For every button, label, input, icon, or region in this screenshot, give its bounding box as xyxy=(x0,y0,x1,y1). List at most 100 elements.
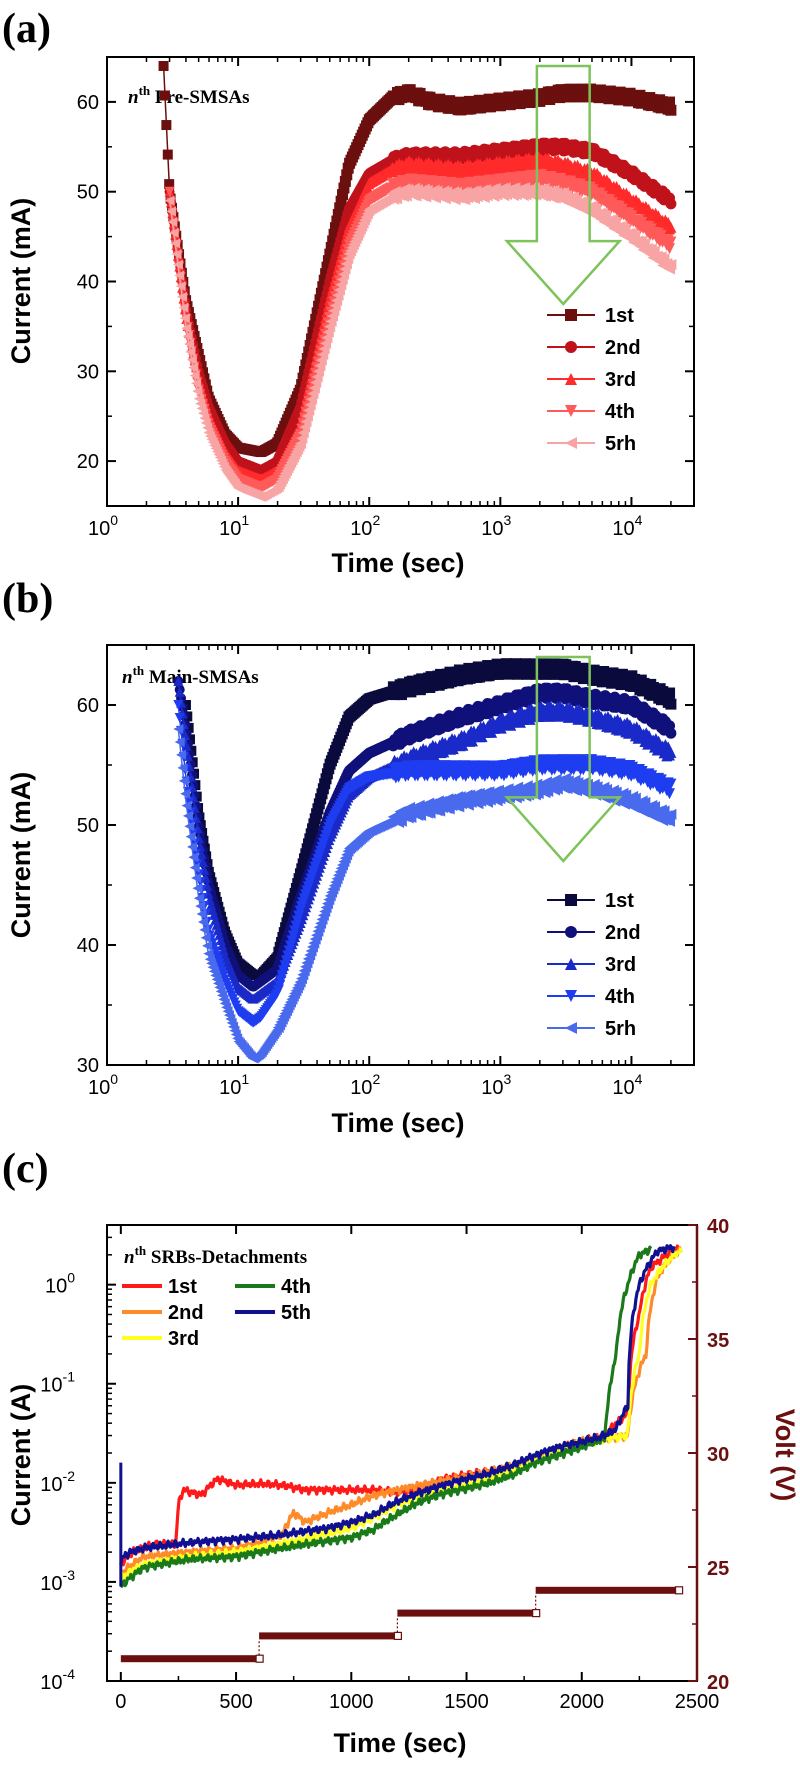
data-point xyxy=(186,354,197,365)
y-tick-label: 50 xyxy=(77,182,99,204)
legend-label: 1st xyxy=(168,1276,197,1298)
panel-c-ylabel-right: Volt (V) xyxy=(770,1409,800,1501)
down-arrow-shape xyxy=(504,655,623,863)
series-line xyxy=(119,1245,653,1588)
series-5rh xyxy=(164,182,677,502)
data-point xyxy=(177,291,188,302)
x-tick-label: 103 xyxy=(481,1071,511,1099)
y-tick-label: 60 xyxy=(77,695,99,717)
data-point xyxy=(165,206,176,217)
panel-a-series xyxy=(158,60,677,502)
legend-marker xyxy=(565,373,577,385)
legend-label: 3rd xyxy=(605,369,636,391)
data-point xyxy=(181,323,192,334)
data-point xyxy=(164,186,175,197)
data-point xyxy=(665,104,677,116)
data-point xyxy=(197,856,208,867)
legend-marker xyxy=(565,894,577,906)
data-point xyxy=(195,901,206,912)
data-point xyxy=(167,217,178,228)
data-point xyxy=(324,248,336,260)
x-tick-label-exp: 4 xyxy=(635,512,643,528)
data-point xyxy=(665,221,677,233)
data-point xyxy=(196,849,207,860)
legend-marker xyxy=(565,405,577,417)
data-point xyxy=(178,302,189,313)
panel-b-label: (b) xyxy=(2,576,53,622)
panel-b-title-rest: Main-SMSAs xyxy=(144,667,259,688)
x-tick-label: 102 xyxy=(350,512,380,540)
series-line xyxy=(119,1246,683,1578)
voltage-step xyxy=(259,1616,402,1641)
y-tick-label-exp: -3 xyxy=(63,1567,76,1583)
legend-marker xyxy=(565,309,577,321)
data-point xyxy=(191,872,202,883)
data-point xyxy=(173,676,184,686)
series-3rd xyxy=(119,1247,683,1581)
data-point xyxy=(665,198,677,210)
data-point xyxy=(178,775,189,786)
x-tick-label: 101 xyxy=(219,1071,249,1099)
panel-a-label: (a) xyxy=(2,6,51,52)
data-point xyxy=(308,320,320,332)
x-tick-label: 100 xyxy=(88,1071,118,1099)
panel-c-title-rest: SRBs-Detachments xyxy=(146,1247,307,1268)
data-point xyxy=(183,722,194,733)
y-tick-label-base: 10 xyxy=(40,1672,62,1694)
data-point xyxy=(322,255,334,267)
data-point xyxy=(313,300,325,312)
series-line xyxy=(119,1247,683,1581)
data-point xyxy=(338,182,350,194)
series-2nd xyxy=(173,676,677,992)
data-point xyxy=(171,249,182,260)
data-point xyxy=(339,175,351,187)
voltage-step xyxy=(397,1593,541,1618)
data-point xyxy=(192,386,203,397)
y-tick-label-exp: 0 xyxy=(67,1270,75,1286)
x-tick-label: 100 xyxy=(88,512,118,540)
data-point xyxy=(181,740,192,751)
panel-b-plot-frame xyxy=(106,644,695,1066)
x-tick-label: 1000 xyxy=(329,1691,374,1713)
data-point xyxy=(161,120,172,131)
y-tick-label: 40 xyxy=(77,935,99,957)
data-point xyxy=(200,932,211,943)
legend-label: 1st xyxy=(605,890,634,912)
series-line xyxy=(168,177,672,489)
y-right-tick-label: 35 xyxy=(707,1330,729,1352)
data-point xyxy=(665,259,677,271)
legend-label: 2nd xyxy=(605,337,641,359)
x-tick-label: 2500 xyxy=(675,1691,720,1713)
x-tick-label-base: 10 xyxy=(350,1077,372,1099)
data-point xyxy=(327,235,339,247)
series-1st xyxy=(119,1244,683,1567)
panel-c-voltage-steps xyxy=(120,1586,684,1663)
x-tick-label-base: 10 xyxy=(481,518,503,540)
data-point xyxy=(199,924,210,935)
series-1st xyxy=(158,60,677,458)
y-tick-label: 100 xyxy=(45,1270,75,1298)
panel-c-title-prefix: n xyxy=(124,1247,135,1268)
data-point xyxy=(311,307,323,319)
legend-marker xyxy=(565,437,577,449)
data-point xyxy=(325,241,337,253)
y-tick-label: 30 xyxy=(77,361,99,383)
y-tick-label-base: 10 xyxy=(40,1375,62,1397)
y-tick-label: 40 xyxy=(77,272,99,294)
x-tick-label-exp: 1 xyxy=(241,512,249,528)
data-point xyxy=(176,749,187,760)
data-point xyxy=(335,195,347,207)
data-point xyxy=(174,736,185,747)
data-point xyxy=(188,852,199,863)
y-tick-label-base: 10 xyxy=(40,1573,62,1595)
voltage-bar xyxy=(259,1632,398,1640)
legend-marker xyxy=(565,958,577,970)
panel-c-xlabel: Time (sec) xyxy=(333,1728,466,1758)
data-point xyxy=(332,208,344,220)
x-tick-label-base: 10 xyxy=(219,1077,241,1099)
legend-marker xyxy=(565,990,577,1002)
voltage-step-end xyxy=(393,1631,402,1641)
series-5rh xyxy=(173,724,677,1064)
data-point xyxy=(203,948,214,959)
legend-label: 5rh xyxy=(605,1018,636,1040)
